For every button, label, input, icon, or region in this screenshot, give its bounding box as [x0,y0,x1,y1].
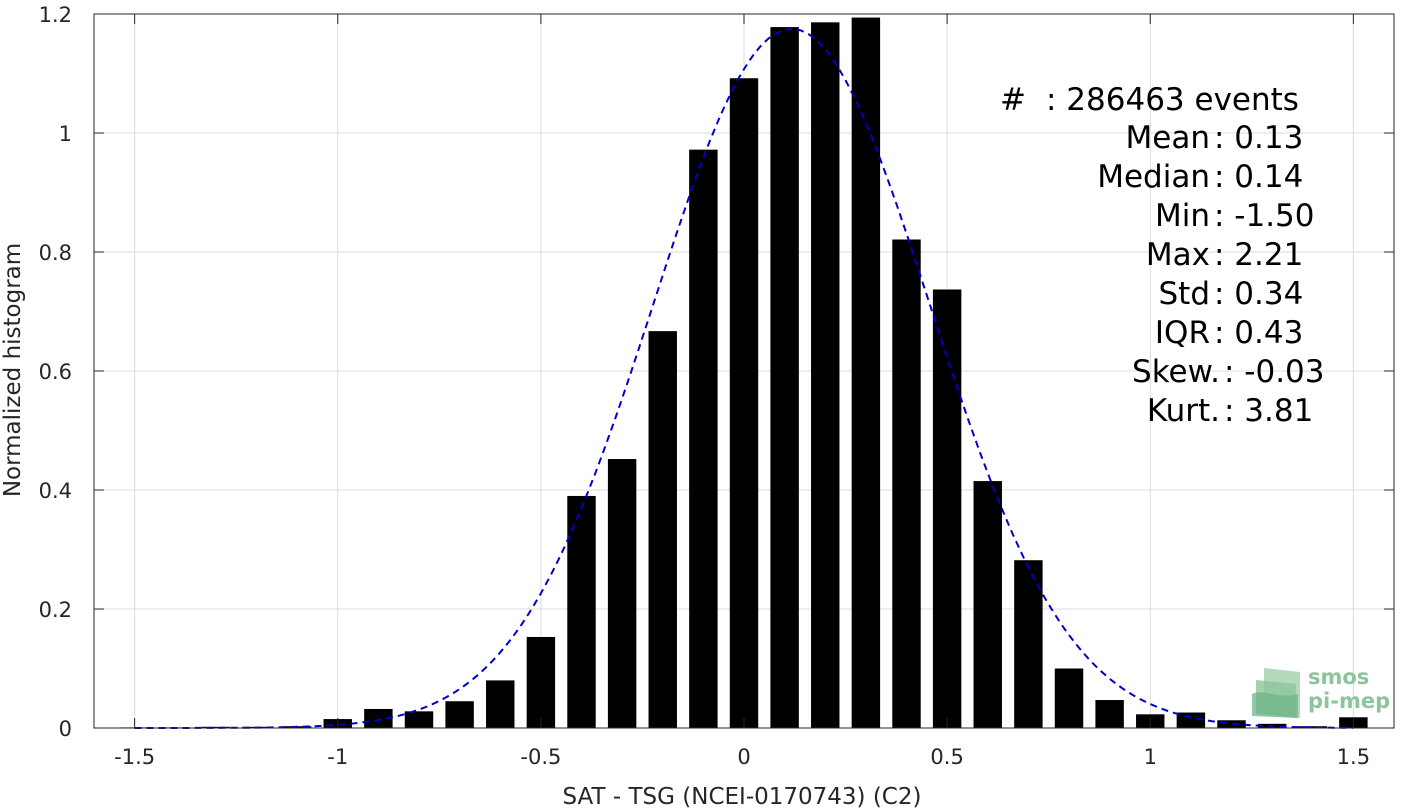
y-tick-label: 0.8 [39,241,72,265]
stat-label: Min [1155,198,1210,234]
histogram-bar [892,239,921,728]
x-tick-label: 1 [1144,745,1157,769]
histogram-bar [648,331,677,728]
logo-text-pi-mep: pi-mep [1308,689,1390,713]
histogram-bar [689,149,718,728]
x-axis-label: SAT - TSG (NCEI-0170743) (C2) [563,784,922,809]
histogram-bar [607,459,637,728]
stat-label: Mean [1126,120,1210,156]
stat-value: : 0.14 [1214,159,1303,195]
stat-value: : 0.34 [1214,276,1303,312]
histogram-bar [486,680,515,728]
y-axis-label: Normalized histogram [0,243,26,497]
gaussian-fit-line [134,27,1354,729]
x-tick-label: 0.5 [930,745,963,769]
stat-value: : 0.43 [1214,315,1303,351]
stat-value: : 0.13 [1214,120,1303,156]
stat-value: : 3.81 [1224,393,1313,429]
x-tick-label: -1.5 [114,745,155,769]
histogram-bar [973,481,1002,728]
histogram-bar [851,17,881,728]
x-tick-label: 1.5 [1337,745,1370,769]
histogram-bar [1054,668,1084,728]
bars [120,17,1368,728]
stat-value: : 2.21 [1214,237,1303,273]
histogram-bar [364,708,393,728]
histogram-bar [1014,560,1043,728]
stat-label: IQR [1155,315,1210,351]
stat-label: Std [1158,276,1210,312]
x-tick-label: -1 [327,745,348,769]
histogram-bar [770,27,799,728]
ticks [94,13,1394,729]
y-tick-label: 0 [59,717,72,741]
y-tick-label: 1.2 [39,3,72,27]
y-tick-label: 1 [59,122,72,146]
histogram-bar [1217,720,1246,728]
histogram-bar [201,726,231,728]
stat-label: Skew. [1132,354,1220,390]
histogram-bar [1095,700,1124,728]
logo-text-smos: smos [1308,665,1369,689]
y-tick-label: 0.6 [39,360,72,384]
histogram-bar [811,22,840,728]
stat-value: : 286463 events [1046,82,1299,118]
x-tick-label: 0 [737,745,750,769]
histogram-bar [932,289,962,728]
y-tick-label: 0.4 [39,479,72,503]
histogram-bar [445,701,474,728]
smos-pimep-logo-icon [1252,668,1300,718]
stat-value: : -1.50 [1214,198,1315,234]
x-tick-label: -0.5 [520,745,561,769]
stat-label: Median [1097,159,1210,195]
stat-label: Kurt. [1147,393,1220,429]
y-tick-label: 0.2 [39,598,72,622]
stat-label: Max [1146,237,1210,273]
stat-value: : -0.03 [1224,354,1325,390]
y-tick-labels: 0 0.2 0.4 0.6 0.8 1 1.2 [39,3,72,741]
histogram-bar [1176,712,1206,728]
smos-pimep-logo: smos pi-mep [1252,665,1390,718]
histogram-bar [404,711,434,728]
histogram-bar [729,78,759,728]
x-tick-labels: -1.5 -1 -0.5 0 0.5 1 1.5 [114,745,1370,769]
stat-label: # [1000,82,1026,118]
histogram-bar [1298,726,1327,728]
histogram-bar [567,495,596,728]
histogram-bar [526,636,556,728]
